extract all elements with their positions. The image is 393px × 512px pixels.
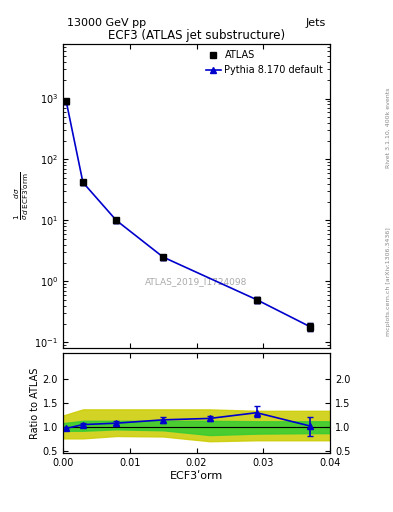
Text: Jets: Jets xyxy=(306,18,326,28)
Y-axis label: $\frac{1}{\sigma}\frac{d\sigma}{d\,\mathrm{ECF3^{\prime}orm}}$: $\frac{1}{\sigma}\frac{d\sigma}{d\,\math… xyxy=(13,172,31,220)
Text: ATLAS_2019_I1724098: ATLAS_2019_I1724098 xyxy=(145,276,248,286)
Y-axis label: Ratio to ATLAS: Ratio to ATLAS xyxy=(30,368,40,439)
Legend: ATLAS, Pythia 8.170 default: ATLAS, Pythia 8.170 default xyxy=(204,48,325,77)
Text: 13000 GeV pp: 13000 GeV pp xyxy=(67,18,146,28)
Title: ECF3 (ATLAS jet substructure): ECF3 (ATLAS jet substructure) xyxy=(108,29,285,42)
Text: mcplots.cern.ch [arXiv:1306.3436]: mcplots.cern.ch [arXiv:1306.3436] xyxy=(386,227,391,336)
Text: Rivet 3.1.10, 400k events: Rivet 3.1.10, 400k events xyxy=(386,88,391,168)
X-axis label: ECF3ʹorm: ECF3ʹorm xyxy=(170,471,223,481)
